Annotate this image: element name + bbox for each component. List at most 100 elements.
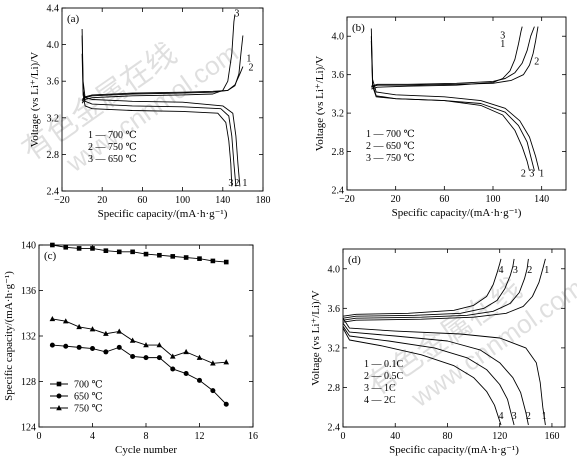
curve-discharge-3 bbox=[81, 53, 233, 187]
legend-entry: 3 — 1C bbox=[364, 383, 396, 394]
x-axis-label-a: Specific capacity/(mA·h·g⁻¹) bbox=[98, 208, 228, 220]
x-tick-label-c: 12 bbox=[195, 431, 205, 442]
y-tick-label-b: 3.2 bbox=[332, 109, 345, 120]
data-point-triangle bbox=[89, 326, 96, 332]
curve-discharge-4 bbox=[342, 327, 502, 426]
y-tick-label-c: 124 bbox=[21, 423, 36, 434]
data-point-circle bbox=[223, 401, 229, 407]
data-point-triangle bbox=[116, 328, 123, 334]
x-tick-label-b: 20 bbox=[391, 194, 401, 205]
chart-panel-c: 0 4 8 12 16 124 128 132 136 140 Cycle number Specif… bbox=[3, 241, 258, 456]
curve-number-label: 4 bbox=[499, 411, 504, 422]
data-point-triangle bbox=[143, 342, 149, 348]
data-point-square bbox=[170, 254, 176, 259]
panel-label-d: (d) bbox=[348, 254, 361, 266]
data-point-triangle bbox=[76, 323, 82, 330]
y-tick-label-c: 132 bbox=[21, 332, 36, 343]
plots-layer: −20 20 60 100 140 1802.42.83.23.64.04.4Specif… bbox=[3, 4, 567, 456]
curve-number-label: 1 bbox=[242, 178, 247, 189]
curve-number-label: 3 bbox=[513, 265, 518, 276]
data-point-square bbox=[76, 246, 82, 251]
panel-label-b: (b) bbox=[352, 22, 365, 34]
x-axis-label-b: Specific capacity/(mA·h·g⁻¹) bbox=[392, 207, 522, 219]
y-tick-label-d: 3.2 bbox=[328, 343, 341, 354]
chart-panel-b: −20 20 60 100 140 2.4 2.8 3.2 3.6 4.0 Specific cap… bbox=[314, 16, 567, 219]
legend-entry: 2 — 650 ℃ bbox=[366, 141, 415, 152]
curve-number-label: 3 bbox=[228, 178, 233, 189]
x-tick-label-a: 60 bbox=[137, 195, 147, 206]
data-point-triangle bbox=[210, 360, 216, 366]
x-axis-label-c: Cycle number bbox=[115, 444, 177, 456]
data-point-square bbox=[197, 256, 202, 261]
plot-frame-a bbox=[61, 7, 264, 192]
x-tick-label-d: 40 bbox=[390, 431, 400, 442]
x-axis-label-d: Specific capacity/(mA·h·g⁻¹) bbox=[389, 444, 519, 456]
x-tick-label-b: −20 bbox=[339, 194, 355, 205]
data-point-circle bbox=[103, 349, 109, 355]
data-point-square bbox=[183, 255, 189, 260]
data-point-circle bbox=[49, 342, 55, 348]
data-point-square bbox=[116, 249, 122, 255]
legend-entry: 1 — 700 ℃ bbox=[88, 130, 137, 141]
panel-label-a: (a) bbox=[67, 13, 80, 25]
legend-marker-circle bbox=[56, 393, 62, 399]
y-tick-label-a: 2.8 bbox=[47, 150, 60, 161]
x-tick-label-a: 100 bbox=[175, 195, 190, 206]
curve-number-label: 3 bbox=[500, 30, 505, 41]
y-tick-label-d: 2.8 bbox=[328, 383, 341, 394]
curve-charge-2 bbox=[371, 26, 539, 88]
x-tick-label-a: 140 bbox=[215, 195, 230, 206]
legend-entry: 3 — 750 ℃ bbox=[366, 153, 415, 164]
x-tick-label-d: 0 bbox=[341, 431, 346, 442]
curve-charge-3 bbox=[81, 14, 236, 104]
curve-discharge-1 bbox=[81, 28, 241, 187]
curve-number-label: 2 bbox=[527, 265, 532, 276]
data-point-square bbox=[63, 244, 69, 250]
data-point-triangle bbox=[49, 315, 56, 322]
curve-charge-1 bbox=[371, 26, 535, 87]
curve-number-label: 1 bbox=[246, 53, 251, 64]
data-point-circle bbox=[76, 344, 82, 350]
data-point-circle bbox=[170, 366, 176, 372]
curve-number-label: 1 bbox=[544, 265, 549, 276]
series-line-3 bbox=[52, 318, 227, 364]
data-point-circle bbox=[116, 344, 122, 350]
y-tick-label-c: 140 bbox=[21, 241, 36, 252]
data-point-circle bbox=[130, 353, 136, 359]
curve-charge-1 bbox=[342, 258, 546, 323]
data-point-circle bbox=[210, 388, 216, 394]
curve-charge-3 bbox=[342, 258, 515, 319]
legend-marker-square bbox=[56, 381, 62, 387]
data-point-circle bbox=[197, 377, 202, 383]
legend-marker-triangle bbox=[56, 405, 62, 411]
curve-number-label: 3 bbox=[529, 169, 534, 180]
curve-charge-1 bbox=[81, 35, 244, 102]
legend-entry: 750 ℃ bbox=[74, 404, 103, 415]
x-tick-label-d: 120 bbox=[492, 431, 507, 442]
y-tick-label-a: 3.6 bbox=[47, 77, 60, 88]
x-tick-label-c: 8 bbox=[144, 431, 149, 442]
chart-panel-a: −20 20 60 100 140 180 2.4 2.8 3.2 3.6 4.0 4.4 Specif… bbox=[29, 4, 271, 221]
data-point-square bbox=[50, 242, 55, 248]
curve-number-label: 1 bbox=[539, 169, 544, 180]
y-axis-label-b: Voltage (vs Li⁺/Li)/V bbox=[314, 56, 326, 151]
curve-number-label: 2 bbox=[521, 169, 526, 180]
y-tick-label-b: 3.6 bbox=[332, 70, 345, 81]
legend-entry: 2 — 0.5C bbox=[364, 371, 404, 382]
data-point-square bbox=[143, 251, 149, 257]
data-point-square bbox=[223, 259, 229, 265]
x-tick-label-c: 16 bbox=[248, 431, 258, 442]
curve-discharge-2 bbox=[81, 35, 237, 187]
x-tick-label-c: 0 bbox=[37, 431, 42, 442]
y-tick-label-d: 2.4 bbox=[328, 423, 341, 434]
data-point-square bbox=[90, 246, 95, 251]
curve-number-label: 4 bbox=[499, 265, 504, 276]
data-point-square bbox=[210, 258, 216, 264]
y-tick-label-a: 4.4 bbox=[47, 4, 60, 15]
curve-number-label: 3 bbox=[512, 411, 517, 422]
x-tick-label-b: 100 bbox=[486, 194, 501, 205]
y-tick-label-a: 2.4 bbox=[47, 187, 60, 198]
curve-number-label: 2 bbox=[248, 63, 253, 74]
curve-discharge-1 bbox=[342, 317, 546, 426]
y-tick-label-b: 2.8 bbox=[332, 147, 345, 158]
